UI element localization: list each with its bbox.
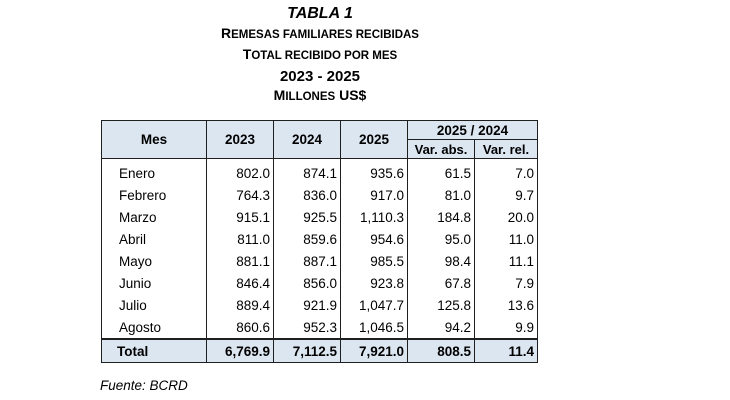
cell-var-abs: 125.8 — [407, 294, 475, 316]
header-mes: Mes — [101, 120, 207, 159]
header-var-abs: Var. abs. — [407, 139, 475, 159]
source-note: Fuente: BCRD — [100, 378, 188, 393]
cell-2024: 925.5 — [273, 206, 341, 228]
title-line-units-initial: M — [273, 87, 286, 103]
cell-var-abs: 98.4 — [407, 250, 475, 272]
title-line-remesas-rest: EMESAS FAMILIARES RECIBIDAS — [231, 28, 419, 41]
title-line-total-rest: OTAL RECIBIDO POR MES — [251, 50, 398, 62]
cell-mes: Marzo — [101, 206, 207, 228]
table-row: Febrero 764.3 836.0 917.0 81.0 9.7 — [101, 184, 538, 206]
table-row: Abril 811.0 859.6 954.6 95.0 11.0 — [101, 228, 538, 250]
total-var-abs: 808.5 — [407, 338, 475, 363]
cell-mes: Agosto — [101, 316, 207, 340]
title-line-units-rest: ILLONES — [285, 91, 336, 103]
remittances-table: Mes 2023 2024 2025 2025 / 2024 Var. abs.… — [101, 120, 538, 363]
table-number: TABLA 1 — [287, 5, 353, 22]
cell-mes: Abril — [101, 228, 207, 250]
cell-2023: 802.0 — [206, 158, 274, 184]
cell-mes: Junio — [101, 272, 207, 294]
cell-2025: 985.5 — [340, 250, 408, 272]
total-2023: 6,769.9 — [206, 338, 274, 363]
cell-var-rel: 11.1 — [474, 250, 538, 272]
title-line-units-currency: US$ — [339, 87, 367, 103]
header-2025: 2025 — [340, 120, 408, 159]
cell-2023: 915.1 — [206, 206, 274, 228]
cell-2024: 859.6 — [273, 228, 341, 250]
cell-2023: 860.6 — [206, 316, 274, 340]
table-row: Marzo 915.1 925.5 1,110.3 184.8 20.0 — [101, 206, 538, 228]
header-group-2025-2024: 2025 / 2024 — [407, 120, 538, 140]
cell-2025: 917.0 — [340, 184, 408, 206]
cell-2025: 954.6 — [340, 228, 408, 250]
table-row: Mayo 881.1 887.1 985.5 98.4 11.1 — [101, 250, 538, 272]
table-row: Agosto 860.6 952.3 1,046.5 94.2 9.9 — [101, 316, 538, 340]
cell-var-rel: 7.9 — [474, 272, 538, 294]
cell-2024: 887.1 — [273, 250, 341, 272]
cell-2024: 856.0 — [273, 272, 341, 294]
cell-var-rel: 13.6 — [474, 294, 538, 316]
cell-2023: 889.4 — [206, 294, 274, 316]
cell-2025: 935.6 — [340, 158, 408, 184]
header-2023: 2023 — [206, 120, 274, 159]
table-row: Julio 889.4 921.9 1,047.7 125.8 13.6 — [101, 294, 538, 316]
cell-2023: 846.4 — [206, 272, 274, 294]
cell-2023: 881.1 — [206, 250, 274, 272]
cell-2023: 811.0 — [206, 228, 274, 250]
table-title-block: TABLA 1 REMESAS FAMILIARES RECIBIDAS TOT… — [0, 4, 640, 108]
cell-mes: Julio — [101, 294, 207, 316]
cell-mes: Mayo — [101, 250, 207, 272]
cell-2024: 921.9 — [273, 294, 341, 316]
cell-var-rel: 9.7 — [474, 184, 538, 206]
cell-var-abs: 67.8 — [407, 272, 475, 294]
title-line-total: TOTAL RECIBIDO POR MES — [0, 45, 640, 67]
cell-mes: Febrero — [101, 184, 207, 206]
cell-var-rel: 7.0 — [474, 158, 538, 184]
cell-2024: 952.3 — [273, 316, 341, 340]
cell-2025: 1,046.5 — [340, 316, 408, 340]
title-line-units: MILLONES US$ — [0, 86, 640, 108]
header-2024: 2024 — [273, 120, 341, 159]
header-var-rel: Var. rel. — [474, 139, 538, 159]
cell-mes: Enero — [101, 158, 207, 184]
total-var-rel: 11.4 — [474, 338, 538, 363]
total-row: Total 6,769.9 7,112.5 7,921.0 808.5 11.4 — [101, 338, 538, 363]
title-line-remesas: REMESAS FAMILIARES RECIBIDAS — [0, 24, 640, 46]
cell-var-abs: 81.0 — [407, 184, 475, 206]
table-row: Enero 802.0 874.1 935.6 61.5 7.0 — [101, 158, 538, 184]
cell-var-rel: 20.0 — [474, 206, 538, 228]
cell-var-abs: 95.0 — [407, 228, 475, 250]
title-line-remesas-initial: R — [221, 24, 232, 41]
cell-var-abs: 61.5 — [407, 158, 475, 184]
total-label: Total — [101, 338, 207, 363]
cell-var-abs: 94.2 — [407, 316, 475, 340]
cell-2025: 1,047.7 — [340, 294, 408, 316]
cell-2024: 874.1 — [273, 158, 341, 184]
title-line-total-initial: T — [242, 46, 252, 62]
cell-2025: 923.8 — [340, 272, 408, 294]
cell-2025: 1,110.3 — [340, 206, 408, 228]
cell-var-abs: 184.8 — [407, 206, 475, 228]
table-row: Junio 846.4 856.0 923.8 67.8 7.9 — [101, 272, 538, 294]
cell-2023: 764.3 — [206, 184, 274, 206]
cell-2024: 836.0 — [273, 184, 341, 206]
total-2025: 7,921.0 — [340, 338, 408, 363]
cell-var-rel: 11.0 — [474, 228, 538, 250]
title-years: 2023 - 2025 — [279, 67, 361, 85]
cell-var-rel: 9.9 — [474, 316, 538, 340]
total-2024: 7,112.5 — [273, 338, 341, 363]
